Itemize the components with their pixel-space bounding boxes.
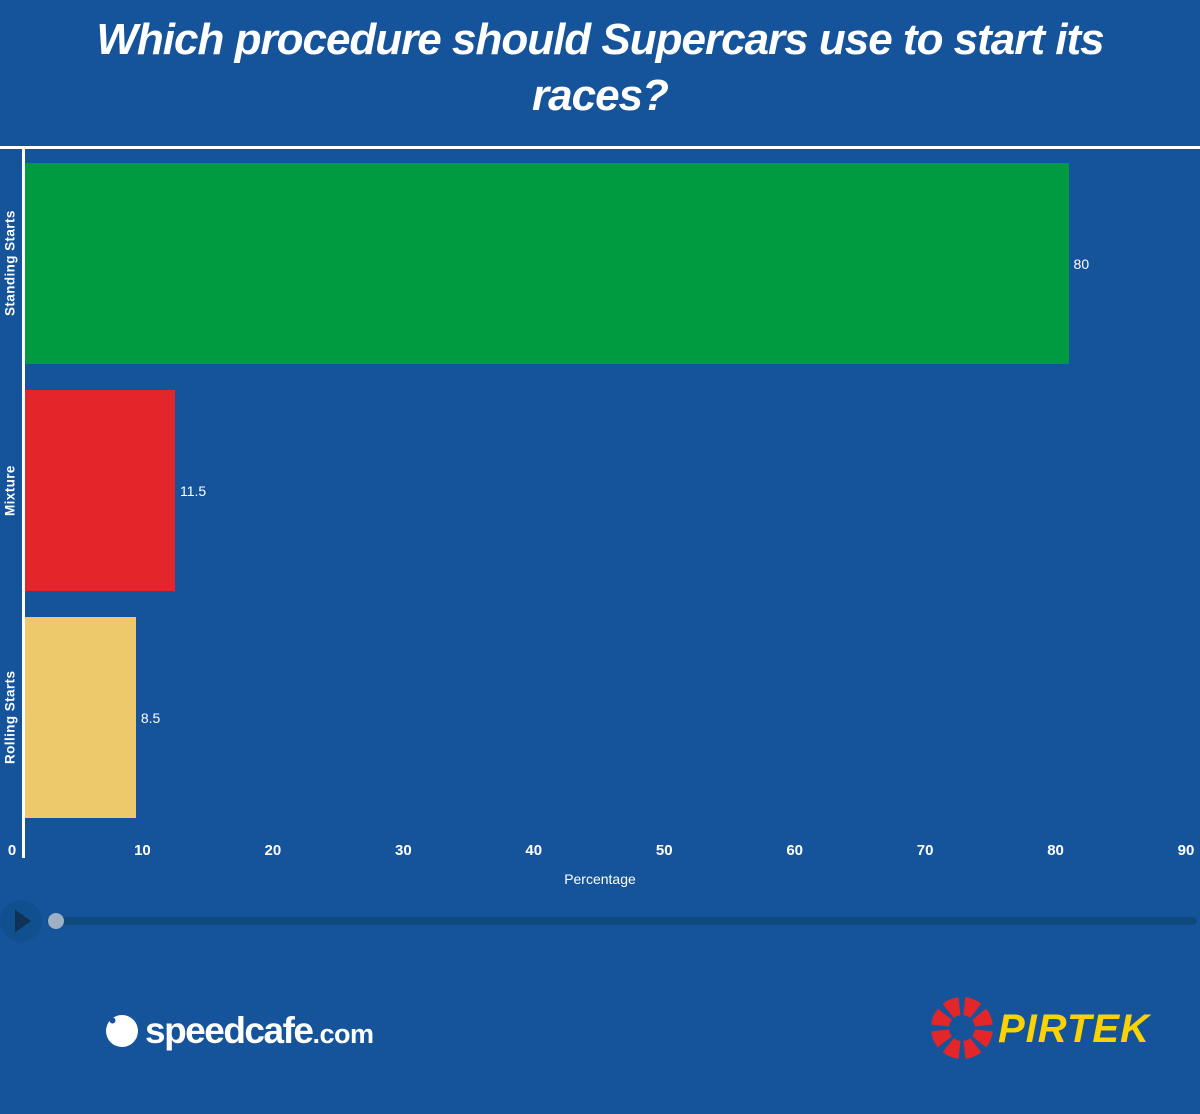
x-tick-10: 10	[134, 842, 151, 859]
bar-standing-starts[interactable]	[25, 163, 1069, 364]
x-tick-20: 20	[264, 842, 282, 859]
x-tick-0: 0	[7, 842, 17, 859]
pirtek-ring-icon	[931, 997, 993, 1059]
category-label-standing-starts: Standing Starts	[2, 210, 18, 317]
timeline-slider-handle[interactable]	[48, 913, 64, 929]
value-label-rolling-starts: 8.5	[140, 709, 161, 726]
chart-title: Which procedure should Supercars use to …	[96, 15, 1104, 120]
x-tick-30: 30	[394, 842, 412, 859]
x-tick-60: 60	[786, 842, 803, 859]
play-button[interactable]	[0, 900, 42, 942]
bar-row-rolling-starts: Rolling Starts 8.5	[3, 604, 1199, 831]
title-divider	[0, 146, 1200, 149]
timeline-slider-track[interactable]	[47, 917, 1197, 925]
x-tick-50: 50	[655, 842, 673, 859]
category-label-rolling-starts: Rolling Starts	[2, 670, 18, 765]
x-axis-label: Percentage	[564, 871, 636, 887]
y-axis-line	[22, 146, 25, 858]
value-label-standing-starts: 80	[1073, 255, 1090, 272]
x-tick-80: 80	[1047, 842, 1064, 859]
x-axis-ticks: 0 10 20 30 40 50 60 70 80 90	[8, 842, 1199, 860]
bar-chart: Standing Starts 80 Mixture 11.5 Rolling Star…	[0, 146, 1200, 887]
play-icon	[0, 900, 42, 942]
x-tick-40: 40	[525, 842, 543, 859]
x-tick-70: 70	[916, 842, 934, 859]
speedcafe-logo[interactable]: speedcafe .com	[105, 1010, 374, 1052]
pirtek-wordmark: PIRTEK	[998, 1006, 1150, 1051]
speedcafe-suffix: .com	[312, 1018, 375, 1049]
x-tick-90: 90	[1177, 842, 1195, 859]
animation-controls	[0, 900, 1200, 942]
bar-row-mixture: Mixture 11.5	[3, 377, 1199, 604]
footer: speedcafe .com PIRTEK	[0, 996, 1200, 1066]
bars-container: Standing Starts 80 Mixture 11.5 Rolling Star…	[3, 150, 1199, 831]
bar-row-standing-starts: Standing Starts 80	[3, 150, 1199, 377]
category-label-mixture: Mixture	[2, 465, 18, 516]
value-label-mixture: 11.5	[180, 482, 207, 499]
speedcafe-ball-icon	[106, 1015, 138, 1047]
bar-rolling-starts[interactable]	[25, 617, 136, 818]
bar-mixture[interactable]	[25, 390, 175, 591]
pirtek-logo[interactable]: PIRTEK	[930, 996, 1150, 1060]
speedcafe-wordmark: speedcafe	[145, 1010, 314, 1051]
